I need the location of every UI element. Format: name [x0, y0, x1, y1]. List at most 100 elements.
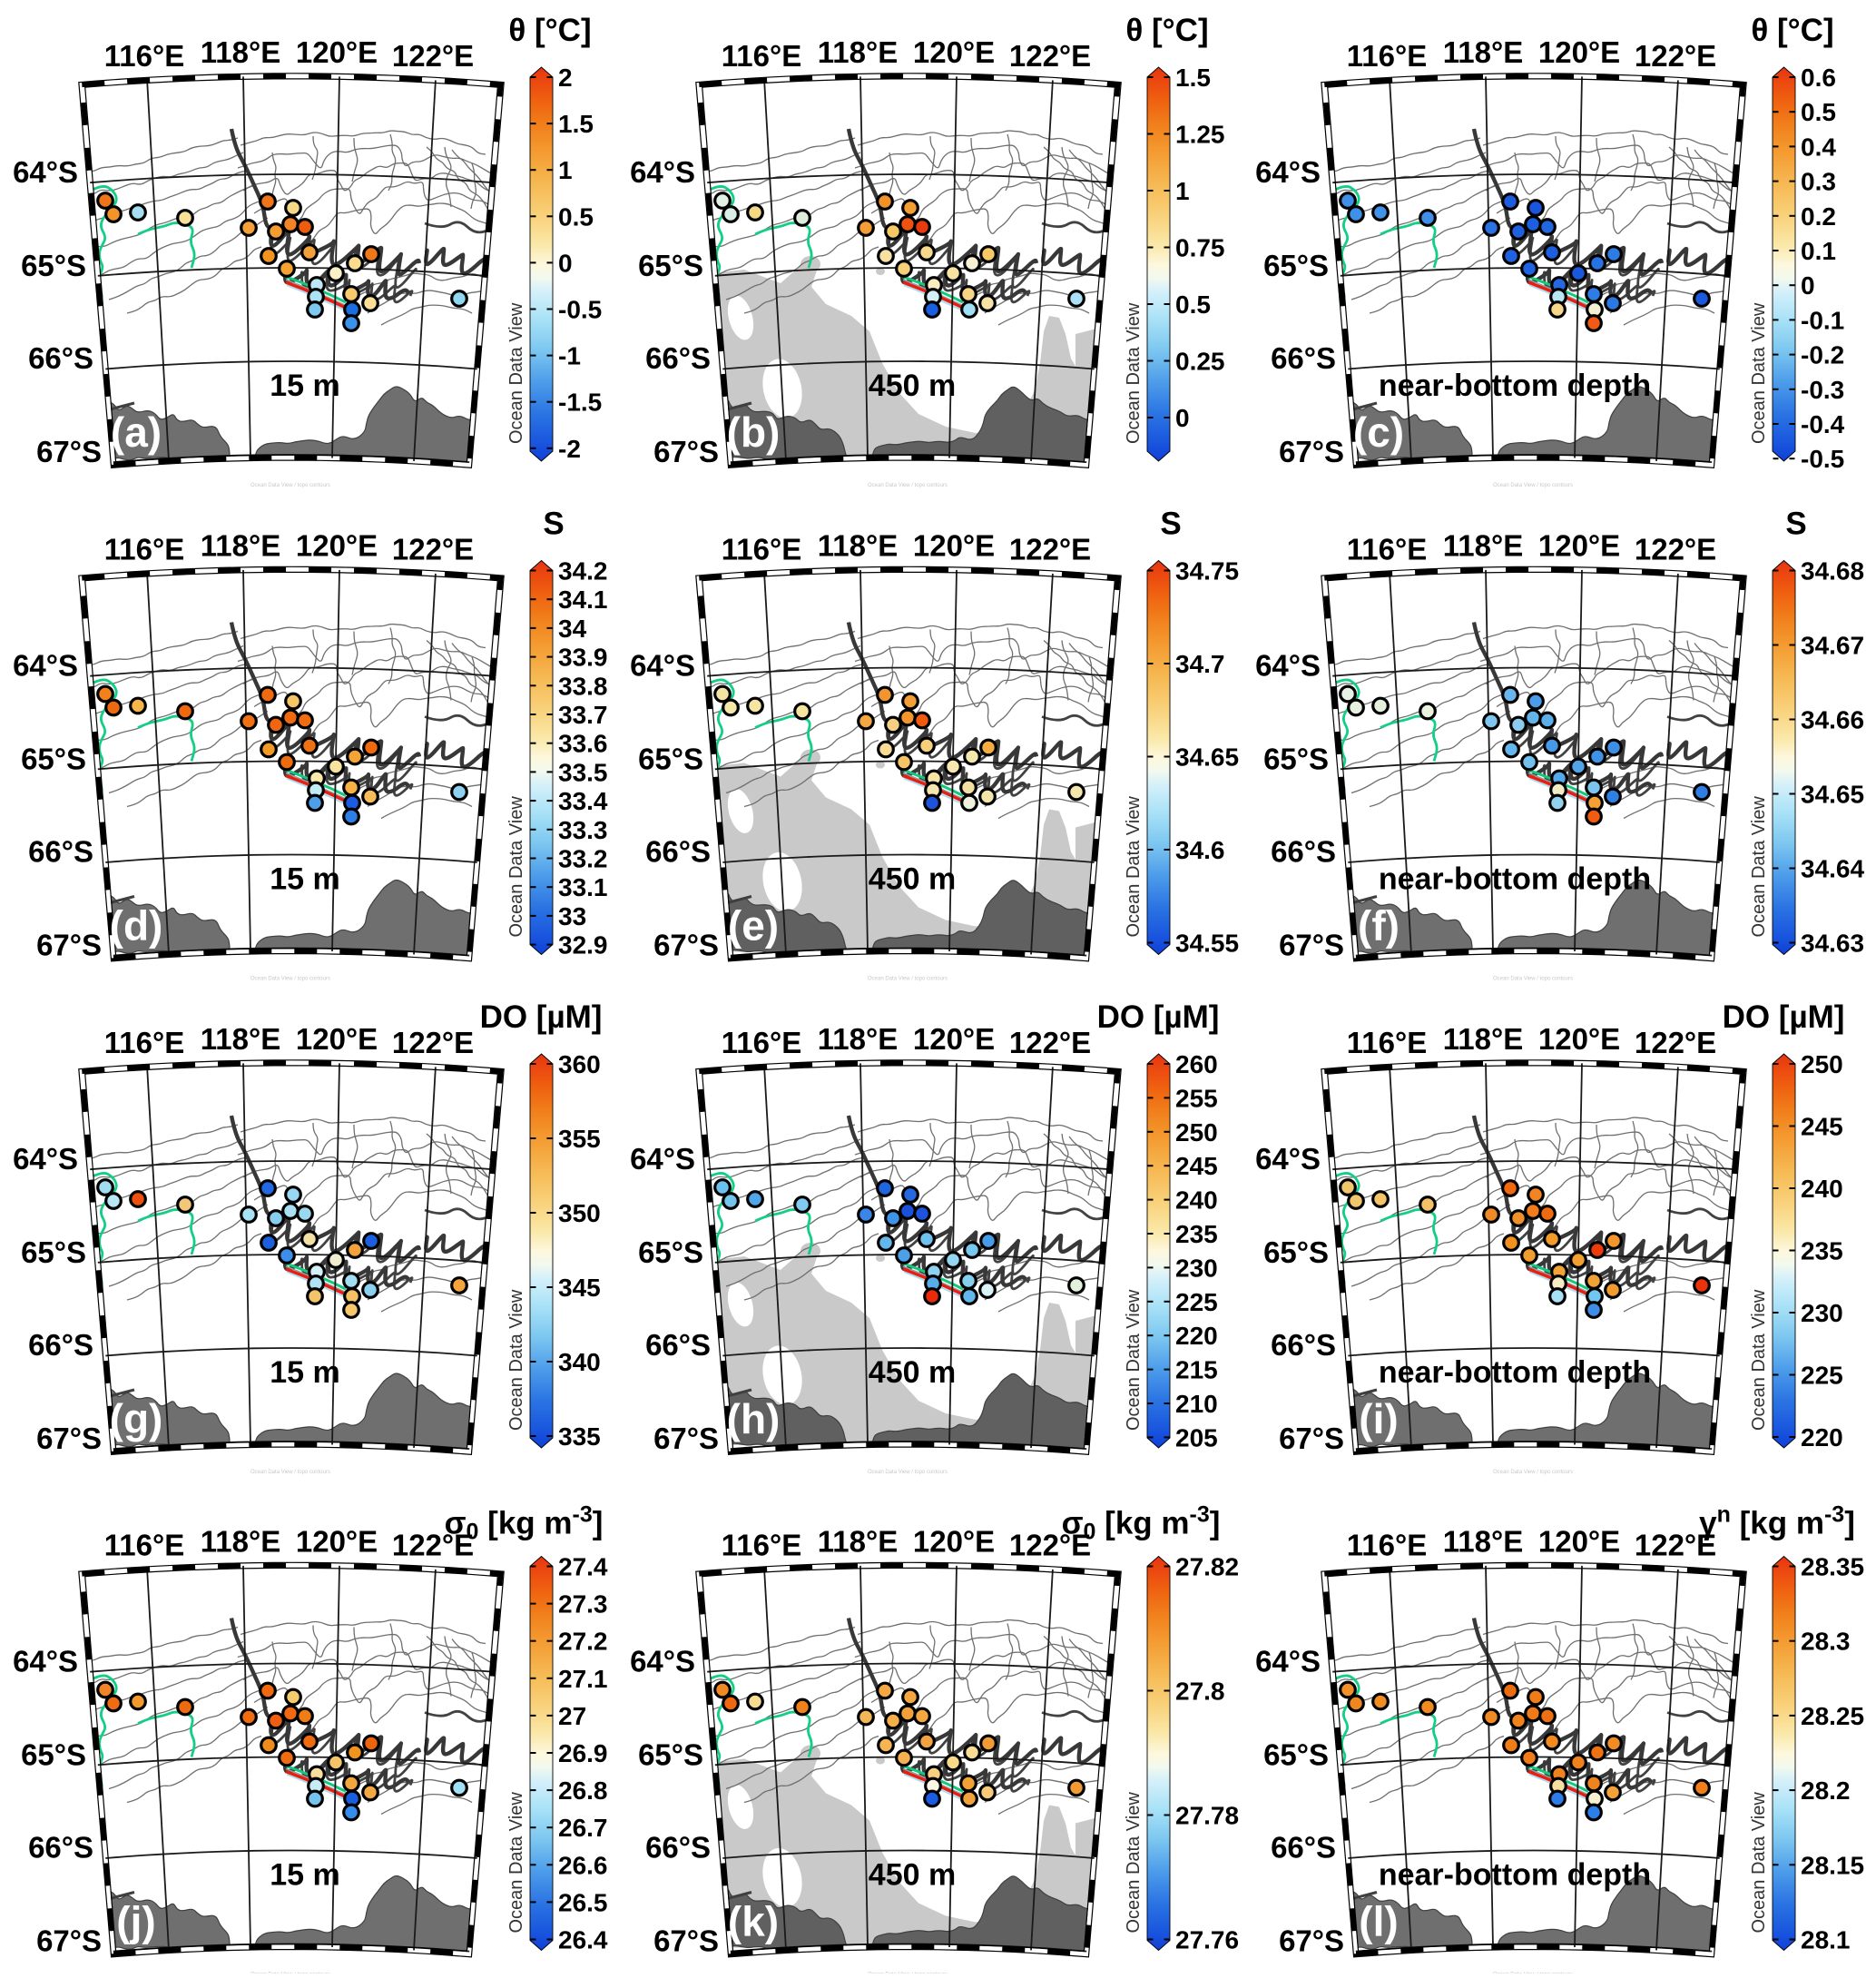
svg-text:26.4: 26.4: [558, 1926, 608, 1954]
svg-text:220: 220: [1801, 1423, 1843, 1452]
svg-text:1: 1: [1175, 177, 1190, 205]
svg-text:34.6: 34.6: [1175, 836, 1225, 864]
svg-text:33.4: 33.4: [558, 787, 608, 815]
svg-text:360: 360: [558, 1050, 601, 1078]
svg-text:0.3: 0.3: [1801, 168, 1836, 196]
svg-text:S: S: [1785, 507, 1806, 542]
svg-text:34.7: 34.7: [1175, 650, 1225, 678]
svg-text:33.9: 33.9: [558, 644, 608, 672]
svg-text:0.75: 0.75: [1175, 234, 1225, 262]
svg-text:0.2: 0.2: [1801, 202, 1836, 231]
svg-text:S: S: [1160, 507, 1181, 542]
svg-text:33.3: 33.3: [558, 816, 608, 844]
svg-text:345: 345: [558, 1274, 601, 1302]
svg-text:15 m: 15 m: [270, 1858, 340, 1893]
svg-text:(b): (b): [727, 408, 781, 456]
svg-text:DO [µM]: DO [µM]: [1097, 999, 1220, 1035]
svg-text:1.25: 1.25: [1175, 121, 1225, 149]
svg-text:235: 235: [1175, 1220, 1218, 1248]
svg-text:near-bottom depth: near-bottom depth: [1379, 1858, 1651, 1893]
svg-text:27.3: 27.3: [558, 1590, 608, 1619]
svg-text:225: 225: [1801, 1362, 1843, 1390]
svg-text:230: 230: [1175, 1254, 1218, 1282]
svg-text:0.1: 0.1: [1801, 237, 1836, 265]
svg-text:34.2: 34.2: [558, 557, 608, 586]
svg-text:28.35: 28.35: [1801, 1553, 1864, 1581]
svg-text:240: 240: [1175, 1186, 1218, 1215]
svg-text:33.5: 33.5: [558, 758, 608, 786]
svg-text:33.2: 33.2: [558, 845, 608, 873]
svg-text:34.75: 34.75: [1175, 557, 1239, 586]
svg-text:near-bottom depth: near-bottom depth: [1379, 862, 1651, 897]
svg-text:1.5: 1.5: [558, 110, 594, 138]
svg-text:27.2: 27.2: [558, 1628, 608, 1656]
svg-text:34.1: 34.1: [558, 586, 608, 614]
svg-text:235: 235: [1801, 1237, 1843, 1265]
svg-text:260: 260: [1175, 1050, 1218, 1078]
svg-text:0: 0: [558, 249, 573, 277]
svg-text:34.67: 34.67: [1801, 632, 1864, 660]
svg-text:(d): (d): [110, 902, 163, 950]
svg-text:near-bottom depth: near-bottom depth: [1379, 1355, 1651, 1390]
svg-text:27.76: 27.76: [1175, 1926, 1239, 1954]
svg-text:210: 210: [1175, 1390, 1218, 1418]
svg-text:2: 2: [558, 64, 573, 92]
svg-text:θ [°C]: θ [°C]: [508, 13, 591, 48]
svg-text:32.9: 32.9: [558, 931, 608, 959]
svg-text:0: 0: [1801, 271, 1815, 300]
svg-text:-0.5: -0.5: [1801, 445, 1844, 473]
svg-text:DO [µM]: DO [µM]: [1723, 999, 1845, 1035]
svg-text:450 m: 450 m: [869, 1858, 956, 1893]
svg-text:255: 255: [1175, 1084, 1218, 1112]
svg-text:34.55: 34.55: [1175, 930, 1239, 958]
svg-text:0.5: 0.5: [1801, 98, 1836, 126]
svg-text:34.68: 34.68: [1801, 557, 1864, 586]
svg-text:27.78: 27.78: [1175, 1802, 1239, 1830]
svg-text:15 m: 15 m: [270, 862, 340, 897]
svg-text:28.25: 28.25: [1801, 1702, 1864, 1730]
svg-text:34.63: 34.63: [1801, 930, 1864, 958]
svg-text:335: 335: [558, 1422, 601, 1451]
svg-text:225: 225: [1175, 1288, 1218, 1316]
svg-text:34: 34: [558, 615, 587, 643]
svg-text:(h): (h): [727, 1395, 781, 1442]
svg-text:27.82: 27.82: [1175, 1553, 1239, 1581]
svg-text:34.64: 34.64: [1801, 855, 1864, 883]
svg-text:450 m: 450 m: [869, 369, 956, 403]
svg-text:-0.5: -0.5: [558, 296, 602, 324]
svg-text:(f): (f): [1358, 902, 1400, 950]
svg-text:15 m: 15 m: [270, 369, 340, 403]
svg-text:(g): (g): [110, 1395, 163, 1442]
svg-text:450 m: 450 m: [869, 862, 956, 897]
svg-text:450 m: 450 m: [869, 1355, 956, 1390]
svg-text:33.1: 33.1: [558, 873, 608, 901]
svg-text:28.15: 28.15: [1801, 1851, 1864, 1879]
svg-text:θ [°C]: θ [°C]: [1751, 13, 1833, 48]
svg-text:26.8: 26.8: [558, 1776, 608, 1805]
svg-text:350: 350: [558, 1199, 601, 1227]
svg-text:27.4: 27.4: [558, 1553, 608, 1581]
svg-text:0.5: 0.5: [1175, 290, 1211, 319]
svg-text:1.5: 1.5: [1175, 64, 1211, 92]
svg-text:-2: -2: [558, 435, 581, 463]
svg-text:34.65: 34.65: [1801, 781, 1864, 809]
svg-text:0.5: 0.5: [558, 202, 594, 231]
svg-text:(a): (a): [111, 408, 162, 456]
svg-text:DO [µM]: DO [µM]: [480, 999, 603, 1035]
svg-text:33.7: 33.7: [558, 701, 608, 729]
svg-text:θ [°C]: θ [°C]: [1125, 13, 1208, 48]
svg-text:355: 355: [558, 1125, 601, 1153]
svg-text:28.2: 28.2: [1801, 1776, 1851, 1805]
svg-text:(c): (c): [1353, 408, 1404, 456]
svg-text:(j): (j): [116, 1898, 155, 1945]
svg-text:-0.4: -0.4: [1801, 410, 1845, 438]
svg-text:26.7: 26.7: [558, 1814, 608, 1842]
svg-text:340: 340: [558, 1348, 601, 1376]
svg-text:33.8: 33.8: [558, 672, 608, 700]
svg-text:(k): (k): [728, 1898, 779, 1945]
svg-text:34.66: 34.66: [1801, 706, 1864, 734]
svg-text:0: 0: [1175, 404, 1190, 432]
svg-text:26.6: 26.6: [558, 1851, 608, 1879]
svg-text:230: 230: [1801, 1299, 1843, 1327]
svg-text:245: 245: [1175, 1152, 1218, 1180]
